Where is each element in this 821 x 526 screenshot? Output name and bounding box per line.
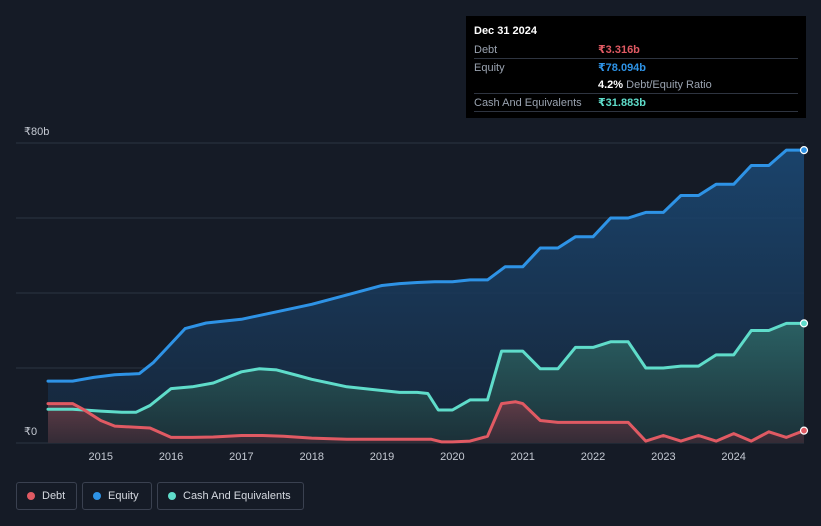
x-tick-label-2018: 2018 bbox=[299, 451, 323, 463]
x-tick-label-2019: 2019 bbox=[370, 451, 394, 463]
legend-equity[interactable]: Equity bbox=[82, 482, 152, 510]
y-tick-label-0: ₹0 bbox=[24, 426, 37, 438]
tooltip-cash-row: Cash And Equivalents ₹31.883b bbox=[474, 94, 798, 112]
cash-dot-icon bbox=[168, 492, 176, 500]
series-areas bbox=[48, 150, 804, 443]
tooltip-equity-label: Equity bbox=[474, 61, 505, 74]
x-tick-label-2016: 2016 bbox=[159, 451, 183, 463]
x-tick-label-2022: 2022 bbox=[581, 451, 605, 463]
equity-line bbox=[46, 148, 806, 383]
cash-end-marker bbox=[799, 319, 809, 328]
legend-equity-label: Equity bbox=[108, 490, 139, 502]
x-tick-label-2024: 2024 bbox=[721, 451, 745, 463]
legend-cash-label: Cash And Equivalents bbox=[183, 490, 291, 502]
tooltip-date: Dec 31 2024 bbox=[474, 25, 537, 37]
tooltip-cash-value: ₹31.883b bbox=[598, 97, 647, 109]
tooltip-debt-label: Debt bbox=[474, 43, 498, 56]
x-tick-label-2021: 2021 bbox=[510, 451, 534, 463]
cash-area bbox=[48, 323, 804, 443]
tooltip-debt-row: Debt ₹3.316b bbox=[474, 41, 798, 59]
debt-area bbox=[48, 401, 804, 443]
x-tick-label-2023: 2023 bbox=[651, 451, 675, 463]
debt-dot-icon bbox=[27, 492, 35, 500]
y-tick-label-1: ₹80b bbox=[24, 126, 49, 138]
x-tick-label-2020: 2020 bbox=[440, 451, 464, 463]
series-lines bbox=[46, 146, 809, 444]
debt-end-marker bbox=[799, 426, 809, 435]
tooltip-ratio-value: 4.2% bbox=[598, 78, 624, 91]
tooltip-ratio-row: 4.2% Debt/Equity Ratio bbox=[474, 76, 798, 94]
axis-labels: ₹0 ₹80b 2015 2016 2017 2018 2019 2020 2021 2022 20… bbox=[24, 126, 746, 463]
tooltip-cash-label: Cash And Equivalents bbox=[474, 96, 582, 109]
cash-line bbox=[46, 321, 806, 414]
legend-cash[interactable]: Cash And Equivalents bbox=[157, 482, 304, 510]
tooltip-equity-row: Equity ₹78.094b bbox=[474, 59, 798, 76]
tooltip-debt-value: ₹3.316b bbox=[598, 44, 640, 56]
tooltip-panel: Dec 31 2024 Debt ₹3.316b Equity ₹78.094b… bbox=[466, 16, 806, 118]
legend-debt-label: Debt bbox=[42, 490, 66, 502]
equity-dot-icon bbox=[93, 492, 101, 500]
x-tick-label-2017: 2017 bbox=[229, 451, 253, 463]
debt-line bbox=[46, 400, 806, 444]
tooltip-equity-value: ₹78.094b bbox=[598, 62, 647, 74]
equity-end-marker bbox=[799, 146, 809, 155]
x-tick-label-2015: 2015 bbox=[89, 451, 113, 463]
tooltip-ratio-label: Debt/Equity Ratio bbox=[626, 78, 712, 91]
legend-debt[interactable]: Debt bbox=[16, 482, 77, 510]
